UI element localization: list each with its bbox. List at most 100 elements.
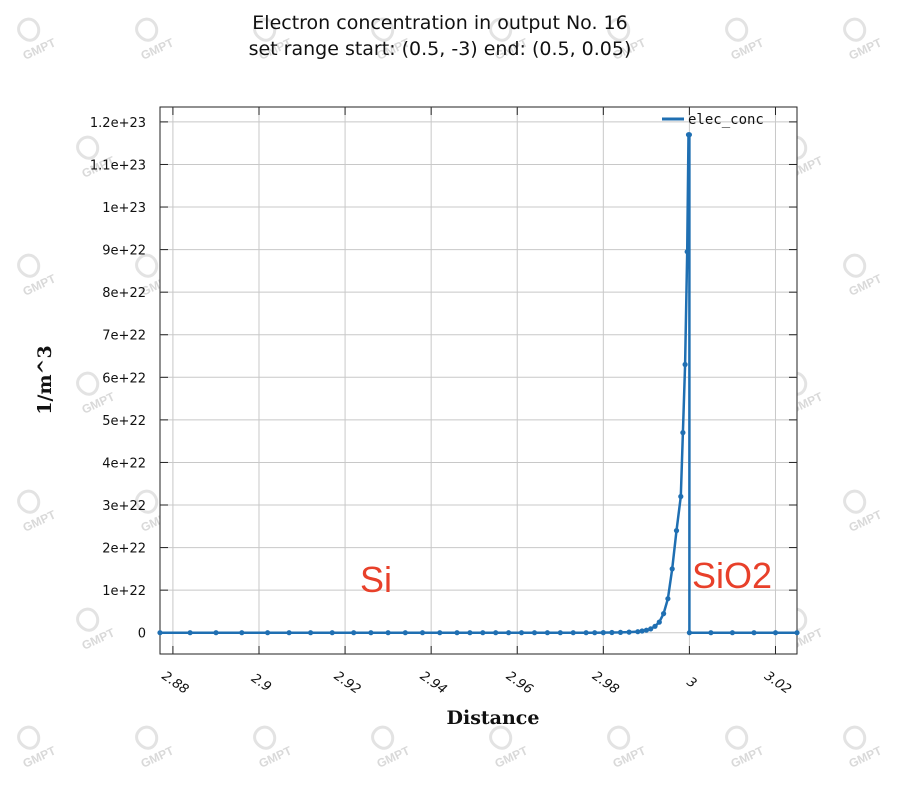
data-point <box>467 630 473 636</box>
watermark-mark: GMPT <box>725 725 766 771</box>
data-point <box>708 630 714 636</box>
data-point <box>351 630 357 636</box>
watermark-mark: GMPT <box>135 17 176 63</box>
data-point <box>661 611 667 617</box>
y-tick-label: 0 <box>138 627 146 642</box>
watermark-mark: GMPT <box>17 253 58 299</box>
data-point <box>600 630 606 636</box>
data-point <box>402 630 408 636</box>
data-point <box>265 630 271 636</box>
data-point <box>684 249 690 255</box>
data-point <box>609 629 615 636</box>
y-tick-label: 8e+22 <box>102 286 146 301</box>
data-point <box>531 630 538 636</box>
watermark-leaf-icon <box>489 17 513 42</box>
watermark-leaf-icon <box>371 725 395 750</box>
y-tick-label: 1.1e+23 <box>90 158 146 173</box>
legend: elec_conc <box>662 112 764 128</box>
data-point <box>682 361 688 368</box>
y-axis-ticks: 0 1e+22 2e+22 3e+22 4e+22 5e+22 6e+22 7e+22 8e+2… <box>90 116 797 642</box>
data-point <box>669 566 675 572</box>
watermark-leaf-icon <box>135 489 159 514</box>
data-point <box>686 630 693 636</box>
x-tick-label: 3 <box>684 675 699 692</box>
watermark-leaf-icon <box>607 725 631 750</box>
data-point <box>329 630 335 636</box>
watermark-mark: GMPT <box>371 725 412 771</box>
y-tick-label: 3e+22 <box>102 499 146 514</box>
series-line <box>160 133 797 634</box>
watermark-mark: GMPT <box>895 366 900 417</box>
watermark-leaf-icon <box>135 725 159 750</box>
y-tick-label: 1e+22 <box>102 584 146 599</box>
watermark-leaf-icon <box>76 607 100 632</box>
y-axis-label: 1/m^3 <box>34 345 56 414</box>
data-point <box>652 623 658 629</box>
data-point <box>751 630 757 636</box>
watermark-mark: GMPT <box>17 489 58 535</box>
data-point <box>557 630 563 636</box>
data-point <box>480 630 486 636</box>
data-point <box>665 596 671 602</box>
data-point <box>286 630 292 636</box>
annotation-sio2: SiO2 <box>692 555 772 596</box>
y-tick-label: 1e+23 <box>102 201 146 216</box>
data-point <box>673 528 680 534</box>
watermark-leaf-icon <box>76 371 100 396</box>
data-point <box>643 627 650 633</box>
y-tick-label: 5e+22 <box>102 414 146 429</box>
watermark-leaf-icon <box>17 725 41 750</box>
x-tick-label: 2.88 <box>159 669 191 698</box>
watermark-mark: GMPT <box>725 17 766 63</box>
watermark-mark: GMPT <box>76 607 117 653</box>
annotation-si: Si <box>360 559 392 600</box>
watermark-mark: GMPT <box>895 130 900 181</box>
data-point <box>656 619 662 625</box>
data-point <box>385 630 391 636</box>
watermark-leaf-icon <box>843 17 867 42</box>
y-tick-label: 4e+22 <box>102 456 146 471</box>
data-point <box>308 630 314 636</box>
data-point <box>544 630 551 636</box>
y-tick-label: 9e+22 <box>102 244 146 259</box>
data-point <box>454 630 460 636</box>
data-point <box>794 630 800 636</box>
y-tick-label: 2e+22 <box>102 542 146 557</box>
data-point <box>592 630 598 636</box>
watermark-mark: GMPT <box>843 253 884 299</box>
x-axis-label: Distance <box>447 707 540 729</box>
series-layer <box>157 132 800 636</box>
watermark-mark: GMPT <box>17 725 58 771</box>
watermark-mark: GMPT <box>843 725 884 771</box>
data-point <box>617 629 624 636</box>
watermark-leaf-icon <box>17 489 41 514</box>
watermark-leaf-icon <box>17 17 41 42</box>
data-point <box>680 430 686 436</box>
plot-frame <box>159 106 798 655</box>
data-point <box>729 630 736 636</box>
chart-subtitle: set range start: (0.5, -3) end: (0.5, 0.… <box>249 38 632 60</box>
watermark-mark: GMPT <box>135 725 176 771</box>
watermark-leaf-icon <box>843 253 867 278</box>
watermark-leaf-icon <box>253 17 277 42</box>
data-point <box>678 493 684 500</box>
watermark-mark: GMPT <box>843 17 884 63</box>
data-point <box>419 630 426 636</box>
data-point <box>570 630 576 636</box>
legend-label: elec_conc <box>688 112 764 128</box>
x-tick-label: 2.92 <box>331 669 363 698</box>
watermark-mark: GMPT <box>253 725 294 771</box>
data-point <box>187 630 193 636</box>
watermark-mark: GMPT <box>895 602 900 653</box>
data-point <box>686 132 693 138</box>
data-point <box>639 628 645 634</box>
watermark-leaf-icon <box>725 725 749 750</box>
watermark-leaf-icon <box>371 17 395 42</box>
data-point <box>648 626 654 632</box>
x-tick-label: 2.96 <box>503 669 535 698</box>
x-tick-label: 2.94 <box>417 669 449 698</box>
x-tick-label: 3.02 <box>761 669 793 698</box>
data-point <box>213 630 219 636</box>
watermark-leaf-icon <box>135 253 159 278</box>
data-point <box>506 630 512 636</box>
